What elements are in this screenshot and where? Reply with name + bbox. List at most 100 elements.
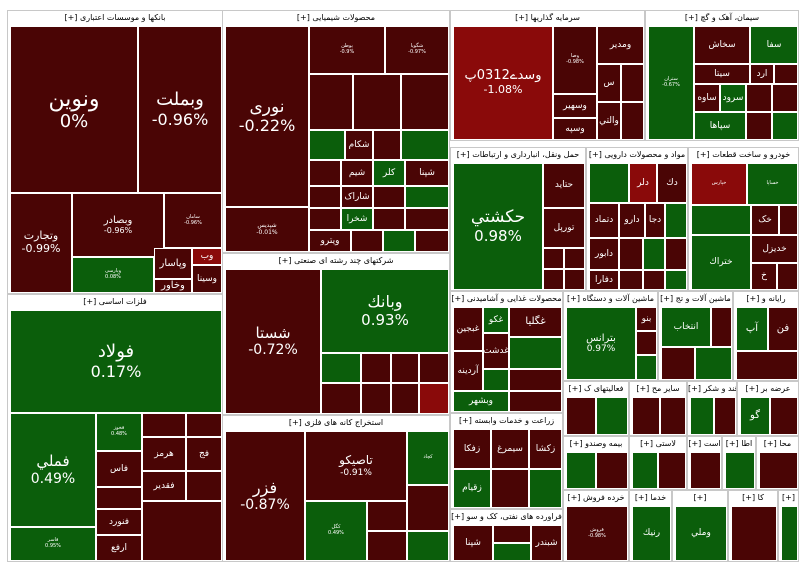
sector-title[interactable]: [+] کا <box>729 491 777 505</box>
stock-tile-small[interactable] <box>543 248 564 269</box>
stock-tile[interactable]: فاس <box>96 451 142 487</box>
sector-title[interactable]: [+] خرده فروش <box>564 491 628 505</box>
stock-tile-small[interactable] <box>186 471 222 501</box>
stock-tile-small[interactable] <box>419 353 449 383</box>
stock-tile-small[interactable] <box>401 74 449 130</box>
stock-tile[interactable]: سپاها <box>694 112 746 140</box>
stock-tile[interactable]: زكشا <box>529 429 562 469</box>
sector-9[interactable]: [+] استخراج کانه های فلزی فزر -0.87% تاصيكو… <box>222 415 450 562</box>
stock-tile-small[interactable] <box>509 391 562 412</box>
sector-title[interactable]: [+] قند و شکر <box>688 382 736 396</box>
stock-tile-small[interactable] <box>564 269 585 290</box>
stock-tile-small[interactable] <box>632 397 660 435</box>
sector-title[interactable]: [+] عرضه بر <box>738 382 798 396</box>
sector-14[interactable]: [+] زراعت و خدمات وابسته زفكا سيمرغ زكشا زقي… <box>450 413 563 509</box>
expand-toggle[interactable]: [+] <box>745 384 759 393</box>
stock-tile[interactable]: وخاور <box>154 279 192 293</box>
stock-tile[interactable]: خساپا <box>747 163 798 205</box>
stock-tile-small[interactable] <box>725 452 755 489</box>
stock-tile-small[interactable] <box>361 353 391 383</box>
expand-toggle[interactable]: [+] <box>636 384 650 393</box>
stock-tile-small[interactable] <box>665 238 687 270</box>
sector-title[interactable]: [+] سایر مح <box>630 382 686 396</box>
stock-tile-small[interactable] <box>772 112 798 140</box>
sector-title[interactable]: [+] <box>673 491 727 505</box>
stock-tile-small[interactable] <box>566 397 596 435</box>
sector-title[interactable]: [+] حمل ونقل، انبارداری و ارتباطات <box>451 148 585 162</box>
stock-tile[interactable]: ختراك <box>691 235 751 290</box>
stock-tile-small[interactable] <box>643 270 665 290</box>
stock-tile[interactable]: فملي 0.49% <box>10 413 96 527</box>
stock-tile-small[interactable] <box>774 64 798 84</box>
stock-tile-small[interactable] <box>636 355 657 380</box>
stock-tile[interactable]: هرمز <box>142 437 186 471</box>
stock-tile[interactable]: دك <box>657 163 687 203</box>
stock-tile[interactable]: سخاش <box>694 26 750 64</box>
expand-toggle[interactable]: [+] <box>83 297 97 306</box>
stock-tile-small[interactable] <box>483 369 509 391</box>
stock-tile[interactable]: كچاد <box>407 431 449 485</box>
sector-20[interactable]: [+] بیمه وصندو <box>563 436 629 490</box>
stock-tile-small[interactable] <box>96 487 142 509</box>
stock-tile-small[interactable] <box>309 186 341 208</box>
stock-tile[interactable]: شبندر <box>531 525 562 561</box>
stock-tile-small[interactable] <box>636 331 657 355</box>
stock-tile-small[interactable] <box>309 160 341 186</box>
stock-tile[interactable]: خپارس <box>691 163 747 205</box>
stock-tile[interactable]: وصا -0.98% <box>553 26 597 94</box>
stock-tile-small[interactable] <box>665 203 687 238</box>
stock-tile-small[interactable] <box>589 163 629 203</box>
stock-tile[interactable]: شگویا -0.97% <box>385 26 449 74</box>
stock-tile[interactable]: حتايد <box>543 163 585 208</box>
sector-title[interactable]: [+] خدما <box>630 491 671 505</box>
stock-tile-small[interactable] <box>186 413 222 437</box>
stock-tile[interactable]: فزر -0.87% <box>225 431 305 561</box>
sector-27[interactable]: [+] وملي <box>672 490 728 562</box>
stock-tile[interactable]: بنو <box>636 307 657 331</box>
stock-tile[interactable]: شخرا <box>341 208 373 230</box>
expand-toggle[interactable]: [+] <box>588 150 602 159</box>
stock-tile-small[interactable] <box>690 397 714 435</box>
sector-5[interactable]: [+] مواد و محصولات دارویی دلر دك دتماد دارو د… <box>586 147 688 291</box>
stock-tile-small[interactable] <box>407 485 449 531</box>
sector-21[interactable]: [+] لاستی <box>629 436 687 490</box>
stock-tile-small[interactable] <box>661 347 695 380</box>
stock-tile[interactable]: سيمرغ <box>491 429 529 469</box>
stock-tile[interactable]: زقيام <box>453 469 491 508</box>
stock-tile[interactable]: انتخاب <box>661 307 711 347</box>
stock-tile-small[interactable] <box>621 64 644 102</box>
stock-tile-small[interactable] <box>509 369 562 391</box>
stock-tile-small[interactable] <box>491 469 529 508</box>
stock-tile-small[interactable] <box>373 130 401 160</box>
stock-tile[interactable]: شیم <box>341 160 373 186</box>
stock-tile[interactable]: وسینا <box>192 265 222 293</box>
stock-tile-small[interactable] <box>321 353 361 383</box>
stock-tile[interactable]: س <box>597 64 621 102</box>
stock-tile-small[interactable] <box>691 205 751 235</box>
sector-title[interactable]: [+] رایانه و <box>734 292 798 306</box>
expand-toggle[interactable]: [+] <box>296 13 310 22</box>
stock-tile-small[interactable] <box>711 307 732 347</box>
stock-tile[interactable]: غدشت <box>483 333 509 369</box>
stock-tile-small[interactable] <box>351 230 383 252</box>
sector-title[interactable]: [+] اطا <box>723 437 755 451</box>
sector-18[interactable]: [+] قند و شکر <box>687 381 737 436</box>
sector-26[interactable]: [+] خدما رنيك <box>629 490 672 562</box>
stock-tile[interactable]: سفا <box>750 26 798 64</box>
stock-tile-small[interactable] <box>142 501 222 561</box>
stock-tile[interactable]: ارفع <box>96 535 142 561</box>
stock-tile[interactable]: فروش -0.98% <box>566 506 628 561</box>
stock-tile[interactable]: ارد <box>750 64 774 84</box>
expand-toggle[interactable]: [+] <box>567 493 581 502</box>
sector-4[interactable]: [+] حمل ونقل، انبارداری و ارتباطات حکشتي 0… <box>450 147 586 291</box>
sector-29[interactable]: [+] <box>778 490 799 562</box>
stock-tile[interactable]: فنورد <box>96 509 142 535</box>
stock-tile[interactable]: دلر <box>629 163 657 203</box>
stock-tile-small[interactable] <box>383 230 415 252</box>
stock-tile-small[interactable] <box>619 238 643 270</box>
stock-tile-small[interactable] <box>309 208 341 230</box>
stock-tile[interactable]: غبجين <box>453 307 483 351</box>
stock-tile-small[interactable] <box>361 383 391 414</box>
stock-tile[interactable]: وسهير <box>553 94 597 118</box>
sector-11[interactable]: [+] ماشین آلات و دستگاه بترانس 0.97% بنو <box>563 291 658 381</box>
